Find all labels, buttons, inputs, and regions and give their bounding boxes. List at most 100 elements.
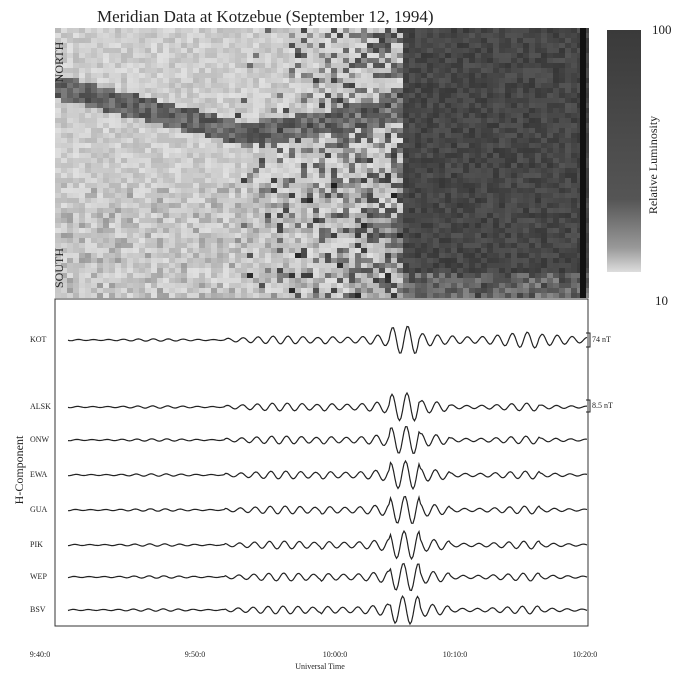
- keogram-cell: [277, 123, 283, 128]
- keogram-cell: [397, 218, 403, 223]
- keogram-cell: [481, 253, 487, 258]
- keogram-cell: [391, 133, 397, 138]
- keogram-cell: [259, 243, 265, 248]
- keogram-cell: [559, 128, 565, 133]
- keogram-cell: [265, 198, 271, 203]
- keogram-cell: [475, 163, 481, 168]
- keogram-cell: [547, 113, 553, 118]
- keogram-cell: [103, 133, 109, 138]
- keogram-cell: [289, 248, 295, 253]
- keogram-cell: [463, 43, 469, 48]
- keogram-cell: [415, 78, 421, 83]
- keogram-cell: [313, 218, 319, 223]
- keogram-cell: [229, 68, 235, 73]
- keogram-cell: [391, 288, 397, 293]
- keogram-cell: [295, 283, 301, 288]
- keogram-cell: [109, 248, 115, 253]
- keogram-cell: [157, 243, 163, 248]
- keogram-cell: [367, 228, 373, 233]
- keogram-cell: [97, 158, 103, 163]
- keogram-cell: [91, 58, 97, 63]
- keogram-cell: [157, 288, 163, 293]
- keogram-cell: [565, 98, 571, 103]
- keogram-cell: [439, 38, 445, 43]
- keogram-cell: [265, 293, 271, 298]
- keogram-cell: [493, 33, 499, 38]
- keogram-cell: [481, 273, 487, 278]
- keogram-cell: [253, 28, 259, 33]
- keogram-cell: [73, 258, 79, 263]
- keogram-cell: [265, 208, 271, 213]
- keogram-cell: [397, 203, 403, 208]
- keogram-cell: [451, 178, 457, 183]
- keogram-cell: [337, 273, 343, 278]
- keogram-cell: [379, 208, 385, 213]
- keogram-cell: [217, 88, 223, 93]
- keogram-cell: [235, 73, 241, 78]
- keogram-cell: [511, 113, 517, 118]
- keogram-cell: [433, 158, 439, 163]
- keogram-cell: [553, 223, 559, 228]
- keogram-cell: [427, 73, 433, 78]
- keogram-cell: [505, 198, 511, 203]
- keogram-cell: [169, 118, 175, 123]
- keogram-cell: [67, 218, 73, 223]
- keogram-cell: [517, 48, 523, 53]
- keogram-cell: [163, 148, 169, 153]
- keogram-cell: [295, 48, 301, 53]
- keogram-cell: [295, 218, 301, 223]
- keogram-cell: [85, 198, 91, 203]
- keogram-cell: [481, 153, 487, 158]
- keogram-cell: [565, 118, 571, 123]
- keogram-cell: [571, 243, 577, 248]
- keogram-cell: [511, 123, 517, 128]
- keogram-cell: [337, 63, 343, 68]
- keogram-cell: [553, 48, 559, 53]
- keogram-cell: [247, 228, 253, 233]
- keogram-cell: [157, 138, 163, 143]
- keogram-cell: [199, 218, 205, 223]
- keogram-cell: [367, 253, 373, 258]
- keogram-cell: [247, 233, 253, 238]
- keogram-cell: [535, 243, 541, 248]
- keogram-cell: [415, 253, 421, 258]
- keogram-cell: [283, 108, 289, 113]
- keogram-cell: [343, 73, 349, 78]
- keogram-cell: [565, 173, 571, 178]
- keogram-cell: [547, 268, 553, 273]
- keogram-cell: [211, 173, 217, 178]
- keogram-cell: [559, 238, 565, 243]
- keogram-cell: [175, 63, 181, 68]
- keogram-cell: [61, 48, 67, 53]
- keogram-cell: [319, 158, 325, 163]
- keogram-cell: [499, 198, 505, 203]
- keogram-cell: [547, 258, 553, 263]
- keogram-cell: [337, 193, 343, 198]
- keogram-cell: [247, 258, 253, 263]
- keogram-cell: [367, 208, 373, 213]
- keogram-cell: [433, 103, 439, 108]
- keogram-cell: [163, 58, 169, 63]
- keogram-cell: [373, 223, 379, 228]
- keogram-cell: [523, 283, 529, 288]
- keogram-cell: [289, 228, 295, 233]
- keogram-cell: [55, 133, 61, 138]
- keogram-cell: [91, 263, 97, 268]
- keogram-cell: [403, 28, 409, 33]
- keogram-cell: [85, 208, 91, 213]
- keogram-cell: [61, 63, 67, 68]
- keogram-cell: [193, 103, 199, 108]
- keogram-cell: [445, 108, 451, 113]
- keogram-cell: [91, 68, 97, 73]
- keogram-cell: [235, 258, 241, 263]
- keogram-cell: [337, 288, 343, 293]
- keogram-cell: [61, 158, 67, 163]
- keogram-cell: [187, 258, 193, 263]
- keogram-cell: [277, 53, 283, 58]
- keogram-cell: [265, 203, 271, 208]
- keogram-cell: [313, 103, 319, 108]
- keogram-cell: [547, 288, 553, 293]
- keogram-cell: [457, 198, 463, 203]
- keogram-cell: [169, 48, 175, 53]
